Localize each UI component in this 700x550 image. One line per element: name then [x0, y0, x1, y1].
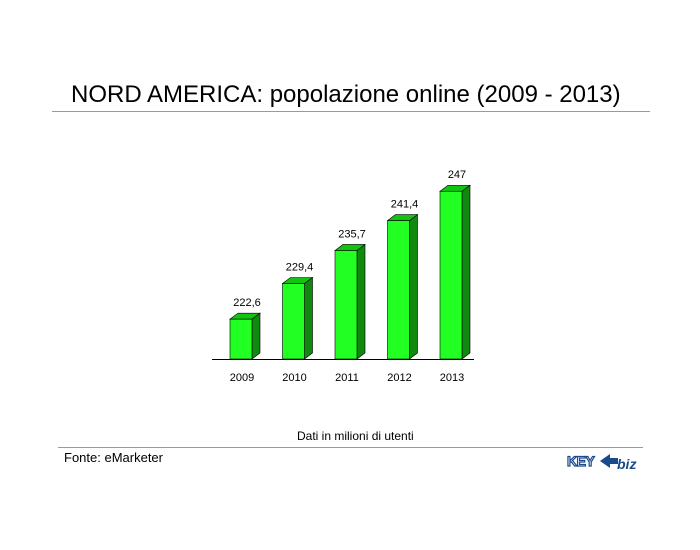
- x-tick-label: 2011: [335, 372, 359, 384]
- data-label: 241,4: [391, 199, 419, 211]
- logo-arrow: [600, 454, 618, 468]
- units-note: Dati in milioni di utenti: [297, 429, 414, 443]
- data-label: 247: [448, 169, 466, 181]
- title-divider: [52, 111, 650, 112]
- data-label: 222,6: [233, 297, 261, 309]
- footer-divider: [58, 447, 643, 448]
- bar: [334, 250, 358, 360]
- bar-side: [251, 312, 261, 360]
- x-tick-label: 2009: [230, 372, 254, 384]
- key4biz-logo: KEY biz: [566, 452, 636, 472]
- bar-side: [304, 276, 313, 360]
- bar-side: [461, 184, 471, 360]
- logo-biz: biz: [617, 456, 636, 472]
- bar: [229, 318, 253, 360]
- data-label: 229,4: [286, 262, 314, 274]
- bar-side: [409, 214, 418, 360]
- bar: [387, 220, 410, 360]
- x-tick-label: 2013: [440, 372, 464, 384]
- source-label: Fonte: eMarketer: [64, 450, 163, 465]
- logo-key: KEY: [567, 453, 595, 469]
- x-tick-label: 2010: [282, 372, 306, 384]
- bar-side: [356, 243, 366, 360]
- chart-title: NORD AMERICA: popolazione online (2009 -…: [71, 81, 621, 108]
- x-tick-label: 2012: [387, 372, 411, 384]
- data-label: 235,7: [338, 228, 366, 240]
- bar: [282, 283, 305, 360]
- bar: [439, 190, 463, 360]
